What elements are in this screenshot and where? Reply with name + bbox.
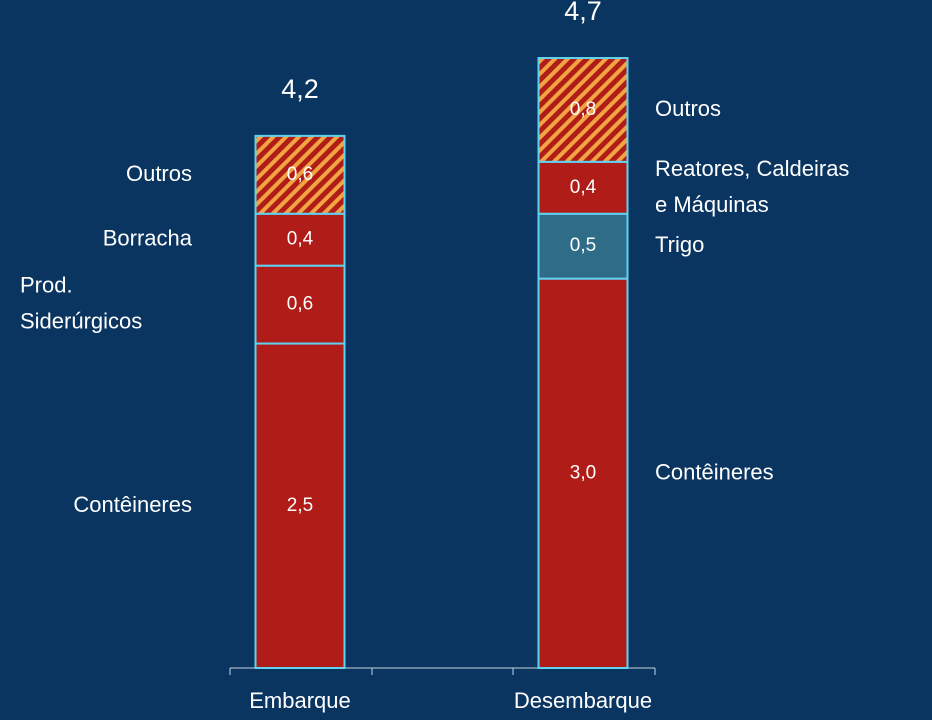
value-label: 0,6 — [287, 294, 313, 315]
value-label: 0,6 — [287, 164, 313, 185]
value-label: 0,4 — [287, 229, 314, 250]
segment-label-line: Outros — [126, 161, 192, 186]
segment-label: Outros — [655, 96, 721, 121]
segment-label: Contêineres — [655, 459, 774, 484]
bar-segment — [254, 342, 346, 669]
segment-label-line: e Máquinas — [655, 192, 769, 217]
bar-segment — [254, 264, 346, 345]
segment-label-line: Siderúrgicos — [20, 308, 142, 333]
segment-label-line: Borracha — [103, 226, 193, 251]
value-label: 2,5 — [287, 495, 313, 516]
x-tick-label: Embarque — [249, 688, 351, 713]
bar-segment — [254, 134, 346, 215]
bar-segment — [254, 212, 346, 267]
segment-label-line: Reatores, Caldeiras — [655, 156, 849, 181]
segment-label: Reatores, Caldeiras e Máquinas — [655, 156, 849, 217]
total-label: 4,7 — [564, 0, 602, 26]
segment-label: Borracha — [103, 226, 193, 251]
segment-label-line: Outros — [655, 96, 721, 121]
segment-label: Contêineres — [73, 492, 192, 517]
value-label: 0,5 — [570, 235, 596, 256]
value-label: 0,8 — [570, 99, 596, 120]
segment-label: Prod. Siderúrgicos — [20, 272, 142, 333]
x-tick-label: Desembarque — [514, 688, 652, 713]
segment-label: Outros — [126, 161, 192, 186]
segment-label-line: Prod. — [20, 272, 73, 297]
segment-label-line: Contêineres — [655, 459, 774, 484]
total-label: 4,2 — [281, 74, 319, 104]
value-label: 3,0 — [570, 462, 596, 483]
bar-segment — [537, 277, 629, 669]
bar-segment — [537, 57, 629, 163]
segment-label-line: Contêineres — [73, 492, 192, 517]
segment-label: Trigo — [655, 232, 704, 257]
segment-label-line: Trigo — [655, 232, 704, 257]
value-label: 0,4 — [570, 177, 597, 198]
